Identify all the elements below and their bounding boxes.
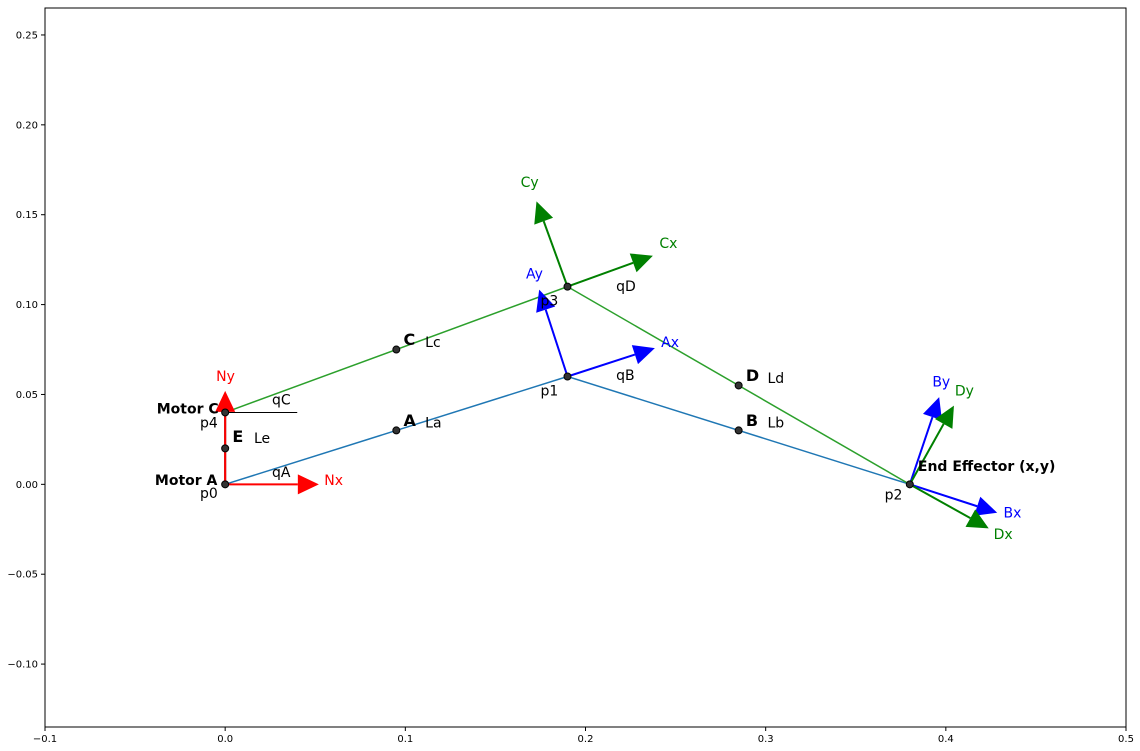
y-tick-label: 0.25: [16, 30, 38, 41]
vector-head-8: [965, 509, 989, 529]
annotation-label: qD: [616, 279, 636, 295]
annotation-label: Le: [254, 431, 270, 447]
y-tick-label: 0.10: [16, 300, 38, 311]
joint-point-6: [563, 282, 572, 291]
annotation-label: p1: [540, 383, 558, 399]
annotation-label: Dy: [955, 383, 974, 399]
points-layer: [221, 282, 914, 489]
vectors-layer: [215, 201, 998, 529]
joint-point-0: [221, 480, 230, 489]
y-tick-label: 0.20: [16, 120, 38, 131]
annotation-label: Ny: [216, 369, 235, 385]
annotation-label: Nx: [324, 473, 343, 489]
joint-point-4: [392, 345, 401, 354]
x-tick-label: 0.5: [1118, 734, 1134, 745]
annotation-label: Motor A: [155, 473, 218, 489]
joint-point-9: [905, 480, 914, 489]
vector-head-5: [534, 201, 554, 225]
annotation-label: C: [404, 330, 416, 349]
x-tick-label: 0.4: [938, 734, 954, 745]
x-axis-ticks: −0.1 0.0 0.1 0.2 0.3 0.4 0.5: [33, 727, 1134, 745]
y-axis-ticks: −0.10 −0.05 0.00 0.05 0.10 0.15 0.20 0.25: [7, 30, 45, 671]
vector-shaft-2: [567, 353, 636, 378]
annotation-label: qB: [616, 368, 635, 384]
y-tick-label: 0.00: [16, 480, 38, 491]
vector-head-0: [297, 474, 319, 495]
annotation-label: By: [932, 374, 950, 390]
vector-shaft-3: [544, 309, 569, 377]
annotation-label: Lc: [425, 335, 441, 351]
vector-head-9: [934, 405, 954, 429]
annotation-label: qA: [272, 465, 291, 481]
x-tick-label: −0.1: [33, 734, 57, 745]
x-tick-label: 0.0: [217, 734, 233, 745]
joint-point-3: [392, 426, 401, 435]
vector-head-1: [215, 390, 236, 412]
joint-point-8: [734, 381, 743, 390]
y-tick-label: −0.10: [7, 660, 38, 671]
annotation-label: p4: [200, 416, 218, 432]
vector-shaft-4: [567, 261, 634, 288]
labels-layer: Motor A Motor C p0 p4 E Le qA qC Nx Ny A La C Lc p1 p3 q…: [155, 175, 1055, 543]
joint-point-2: [221, 408, 230, 417]
x-tick-label: 0.1: [397, 734, 413, 745]
vector-shaft-9: [908, 423, 945, 485]
annotation-label: B: [746, 411, 758, 430]
annotation-label: Cy: [521, 175, 539, 191]
annotation-label: Bx: [1003, 506, 1021, 522]
annotation-label: End Effector (x,y): [918, 459, 1055, 475]
annotation-label: qC: [272, 392, 291, 408]
vector-head-4: [629, 253, 653, 273]
joint-point-7: [734, 426, 743, 435]
vector-head-6: [974, 496, 998, 516]
annotation-label: p3: [540, 293, 558, 309]
annotation-label: Dx: [994, 527, 1013, 543]
annotation-label: Lb: [767, 416, 784, 432]
vector-head-7: [922, 397, 942, 421]
annotation-label: Ld: [767, 371, 784, 387]
annotation-label: E: [232, 427, 243, 446]
joint-point-1: [221, 444, 230, 453]
annotation-label: Ay: [526, 267, 543, 283]
annotation-label: A: [404, 411, 417, 430]
annotation-label: Motor C: [157, 401, 219, 417]
annotation-label: p2: [885, 488, 903, 504]
annotation-label: La: [425, 416, 441, 432]
y-tick-label: 0.05: [16, 390, 38, 401]
vector-head-3: [536, 289, 556, 313]
y-tick-label: −0.05: [7, 570, 38, 581]
y-tick-label: 0.15: [16, 210, 38, 221]
vector-shaft-7: [908, 416, 934, 485]
vector-shaft-8: [909, 483, 971, 520]
annotation-label: D: [746, 366, 759, 385]
x-tick-label: 0.3: [758, 734, 774, 745]
vector-shaft-6: [909, 483, 978, 508]
vector-shaft-5: [542, 220, 569, 287]
annotation-label: Ax: [661, 335, 679, 351]
vector-head-2: [631, 345, 655, 365]
annotation-label: p0: [200, 486, 218, 502]
joint-point-5: [563, 372, 572, 381]
x-tick-label: 0.2: [578, 734, 594, 745]
annotation-label: Cx: [659, 236, 677, 252]
